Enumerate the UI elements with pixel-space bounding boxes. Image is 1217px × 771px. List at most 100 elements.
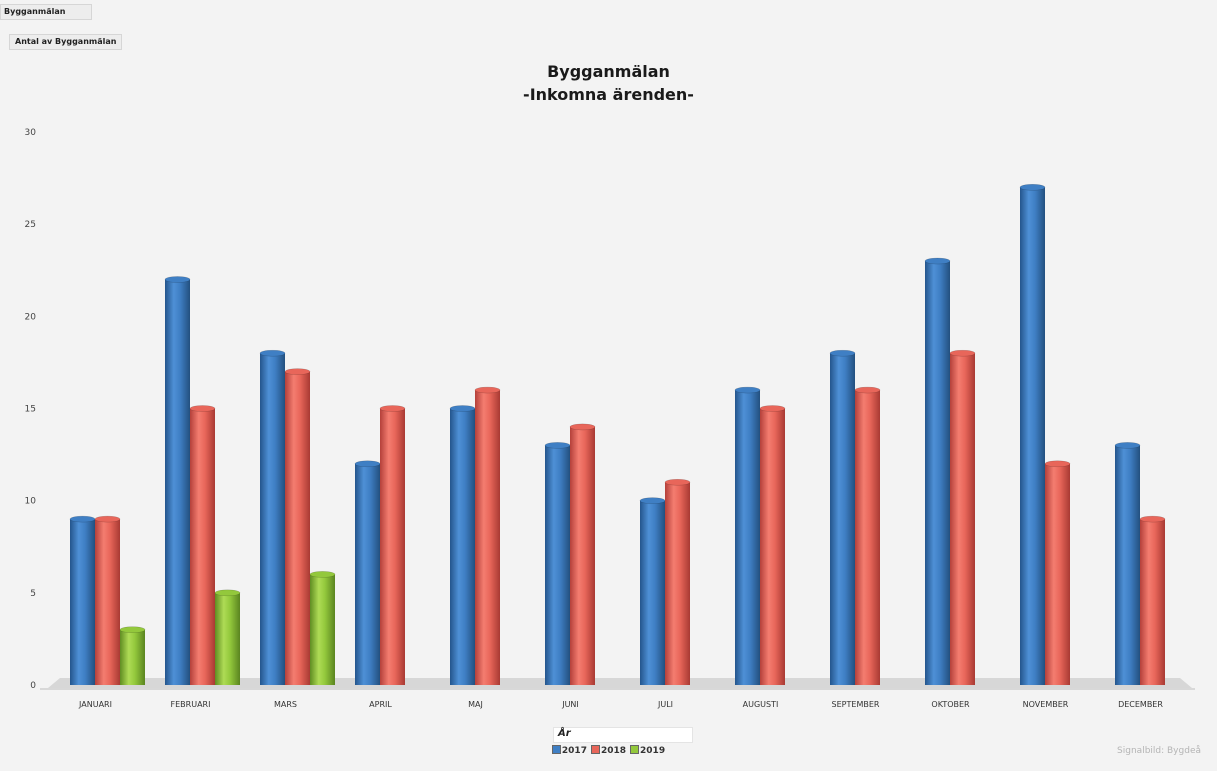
bar-cap — [214, 589, 241, 597]
bar-cap — [924, 257, 951, 265]
legend-label: 2019 — [640, 746, 666, 756]
bar-2017-januari — [69, 515, 96, 685]
legend-swatch — [551, 745, 561, 754]
bar-body — [1115, 445, 1140, 685]
bar-body — [380, 408, 405, 685]
bar-2017-april — [354, 460, 381, 685]
bar-2017-juli — [639, 497, 666, 685]
bar-body — [665, 482, 690, 685]
bar-cap — [94, 515, 121, 523]
y-tick-label: 25 — [25, 220, 36, 230]
bar-2019-mars — [309, 571, 336, 685]
chart-subtitle: -Inkomna ärenden- — [523, 85, 694, 104]
bar-body — [925, 261, 950, 685]
legend-swatch — [590, 745, 600, 754]
legend-item-2019[interactable]: 2019 — [630, 745, 665, 756]
bar-body — [355, 463, 380, 685]
x-tick-label: FEBRUARI — [171, 700, 211, 709]
y-tick-label: 0 — [30, 681, 36, 691]
x-tick-label: MAJ — [468, 700, 483, 709]
legend-item-2018[interactable]: 2018 — [590, 745, 627, 756]
bar-cap — [354, 460, 381, 468]
bar-2018-juli — [664, 478, 691, 685]
bar-cap — [854, 386, 881, 394]
bar-cap — [189, 405, 216, 412]
bar-body — [450, 408, 475, 685]
legend-label: 2018 — [600, 746, 627, 756]
x-tick-label: DECEMBER — [1118, 700, 1163, 709]
x-axis-field-label: År — [558, 728, 571, 739]
bar-2018-december — [1139, 515, 1166, 685]
bar-cap — [949, 349, 976, 357]
bar-cap — [449, 405, 476, 412]
x-axis-field-box[interactable] — [553, 727, 693, 743]
bar-body — [70, 519, 95, 685]
bar-cap — [569, 423, 596, 431]
x-tick-label: JUNI — [561, 700, 579, 709]
y-tick-label: 20 — [25, 312, 37, 322]
bar-2018-november — [1044, 460, 1071, 685]
x-tick-label: APRIL — [369, 700, 392, 709]
report-filter-field[interactable]: Bygganmälan — [0, 4, 92, 20]
x-tick-label: JULI — [657, 700, 673, 709]
bar-body — [640, 500, 665, 685]
bar-cap — [474, 386, 501, 394]
bar-2018-september — [854, 386, 881, 685]
bar-cap — [639, 497, 666, 504]
bar-2018-augusti — [759, 405, 786, 685]
bar-body — [735, 390, 760, 685]
bar-2017-november — [1019, 184, 1046, 686]
bar-cap — [119, 626, 146, 633]
bar-cap — [284, 368, 311, 375]
bar-2019-februari — [214, 589, 241, 685]
bar-2017-mars — [259, 349, 286, 685]
legend-item-2017[interactable]: 2017 — [551, 745, 587, 756]
bar-2017-september — [829, 349, 856, 685]
bar-2018-mars — [284, 368, 311, 685]
bar-body — [830, 353, 855, 685]
bars-group — [69, 184, 1166, 686]
bar-body — [120, 629, 145, 685]
bar-2017-oktober — [924, 257, 951, 685]
x-axis: JANUARI FEBRUARI MARS APRIL MAJ JUNI JULI AUGUS… — [78, 700, 1163, 709]
bar-2018-februari — [189, 405, 216, 685]
bar-body — [760, 408, 785, 685]
y-tick-label: 15 — [25, 405, 36, 415]
y-tick-label: 10 — [25, 497, 37, 507]
y-axis: 0 5 10 15 20 25 30 — [25, 128, 37, 691]
bar-body — [475, 390, 500, 685]
chart-title-main: Bygganmälan — [547, 62, 670, 81]
footer-note: Signalbild: Bygdeå — [1117, 746, 1201, 756]
bar-2018-april — [379, 405, 406, 685]
bar-cap — [69, 515, 96, 523]
bar-body — [260, 353, 285, 685]
bar-2017-december — [1114, 442, 1141, 685]
x-tick-label: OKTOBER — [931, 700, 970, 709]
bar-body — [950, 353, 975, 685]
bar-cap — [1139, 515, 1166, 523]
bar-2018-oktober — [949, 349, 976, 685]
bar-body — [570, 426, 595, 685]
y-tick-label: 30 — [25, 128, 37, 138]
legend-swatch — [630, 745, 640, 754]
bar-2017-augusti — [734, 386, 761, 685]
bar-body — [1020, 187, 1045, 686]
bar-cap — [164, 276, 191, 283]
bar-cap — [1114, 442, 1141, 449]
x-tick-label: JANUARI — [78, 700, 112, 709]
bar-cap — [734, 386, 761, 394]
bar-cap — [829, 349, 856, 357]
x-tick-label: AUGUSTI — [743, 700, 779, 709]
bar-body — [310, 574, 335, 685]
bar-cap — [309, 571, 336, 578]
values-field-button[interactable]: Antal av Bygganmälan — [9, 34, 123, 50]
bar-cap — [259, 349, 286, 357]
chart-title: Bygganmälan -Inkomna ärenden- — [0, 60, 1217, 106]
bar-cap — [1019, 184, 1046, 191]
bar-body — [1140, 519, 1165, 685]
bar-cap — [664, 478, 691, 486]
bar-body — [855, 390, 880, 685]
y-tick-label: 5 — [30, 589, 36, 599]
bar-2018-maj — [474, 386, 501, 685]
